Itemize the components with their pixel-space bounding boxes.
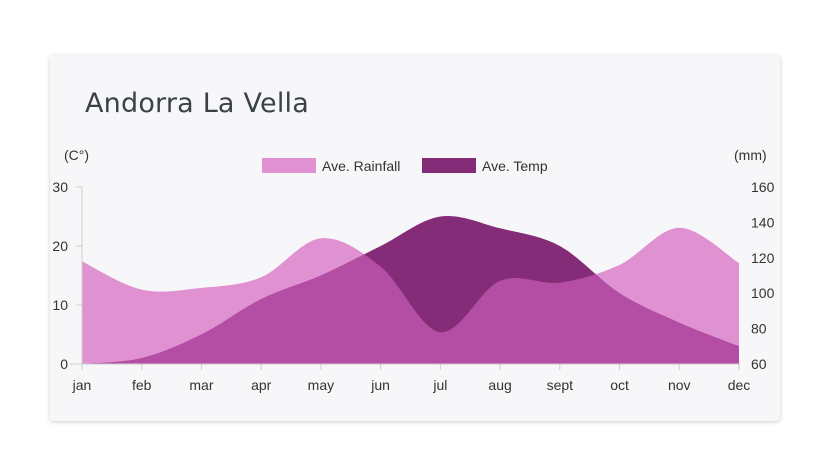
data-point-temp[interactable] (257, 295, 265, 303)
legend-swatch-rainfall[interactable] (262, 158, 316, 173)
x-axis-tick-label: apr (251, 377, 272, 393)
data-point-rainfall[interactable] (197, 284, 205, 292)
right-axis-title: (mm) (734, 147, 767, 163)
data-point-temp[interactable] (496, 224, 504, 232)
series-overlap-area (82, 227, 739, 364)
legend-label-temp[interactable]: Ave. Temp (482, 158, 548, 174)
x-axis-tick-label: nov (668, 377, 691, 393)
data-point-rainfall[interactable] (78, 257, 86, 265)
x-axis-tick-label: mar (189, 377, 213, 393)
right-axis-tick-label: 80 (751, 321, 767, 337)
x-axis-tick-label: dec (728, 377, 751, 393)
data-point-temp[interactable] (436, 213, 444, 221)
right-axis-tick-label: 160 (751, 179, 775, 195)
data-point-temp[interactable] (675, 319, 683, 327)
left-axis-tick-label: 20 (52, 238, 68, 254)
left-axis-ticks: 0 10 20 30 (52, 179, 82, 372)
right-axis-tick-label: 120 (751, 250, 775, 266)
data-point-temp[interactable] (317, 272, 325, 280)
right-axis-tick-label: 60 (751, 356, 767, 372)
data-point-temp[interactable] (735, 342, 743, 350)
x-axis-tick-label: sept (547, 377, 574, 393)
data-point-temp[interactable] (138, 354, 146, 362)
left-axis-tick-label: 10 (52, 297, 68, 313)
data-point-rainfall[interactable] (138, 286, 146, 294)
data-point-temp[interactable] (197, 331, 205, 339)
data-point-temp[interactable] (78, 360, 86, 368)
x-axis-tick-label: jul (432, 377, 447, 393)
right-axis-tick-label: 140 (751, 214, 775, 230)
data-point-temp[interactable] (616, 289, 624, 297)
x-axis-tick-label: jun (370, 377, 390, 393)
data-point-rainfall[interactable] (436, 328, 444, 336)
legend-swatch-temp[interactable] (422, 158, 476, 173)
left-axis-tick-label: 0 (60, 356, 68, 372)
data-point-rainfall[interactable] (377, 263, 385, 271)
data-point-temp[interactable] (556, 242, 564, 250)
data-point-rainfall[interactable] (257, 273, 265, 281)
x-axis-tick-label: oct (610, 377, 629, 393)
data-point-rainfall[interactable] (317, 234, 325, 242)
right-axis-ticks: 60 80 100 120 140 160 (751, 179, 775, 372)
legend-label-rainfall[interactable]: Ave. Rainfall (322, 158, 400, 174)
x-axis-tick-label: may (308, 377, 334, 393)
legend: Ave. Rainfall Ave. Temp (262, 158, 548, 174)
right-axis-tick-label: 100 (751, 285, 775, 301)
data-point-temp[interactable] (377, 242, 385, 250)
left-axis-title: (C°) (64, 147, 89, 163)
data-point-rainfall[interactable] (735, 259, 743, 267)
data-point-rainfall[interactable] (675, 224, 683, 232)
data-point-rainfall[interactable] (556, 279, 564, 287)
x-axis-tick-label: feb (132, 377, 152, 393)
data-point-rainfall[interactable] (616, 261, 624, 269)
chart-title: Andorra La Vella (85, 88, 309, 119)
left-axis-tick-label: 30 (52, 179, 68, 195)
x-axis-tick-label: jan (72, 377, 92, 393)
data-point-rainfall[interactable] (496, 277, 504, 285)
x-axis-ticks: jan feb mar apr may jun jul aug sept oct nov dec (72, 364, 751, 393)
x-axis-tick-label: aug (488, 377, 511, 393)
